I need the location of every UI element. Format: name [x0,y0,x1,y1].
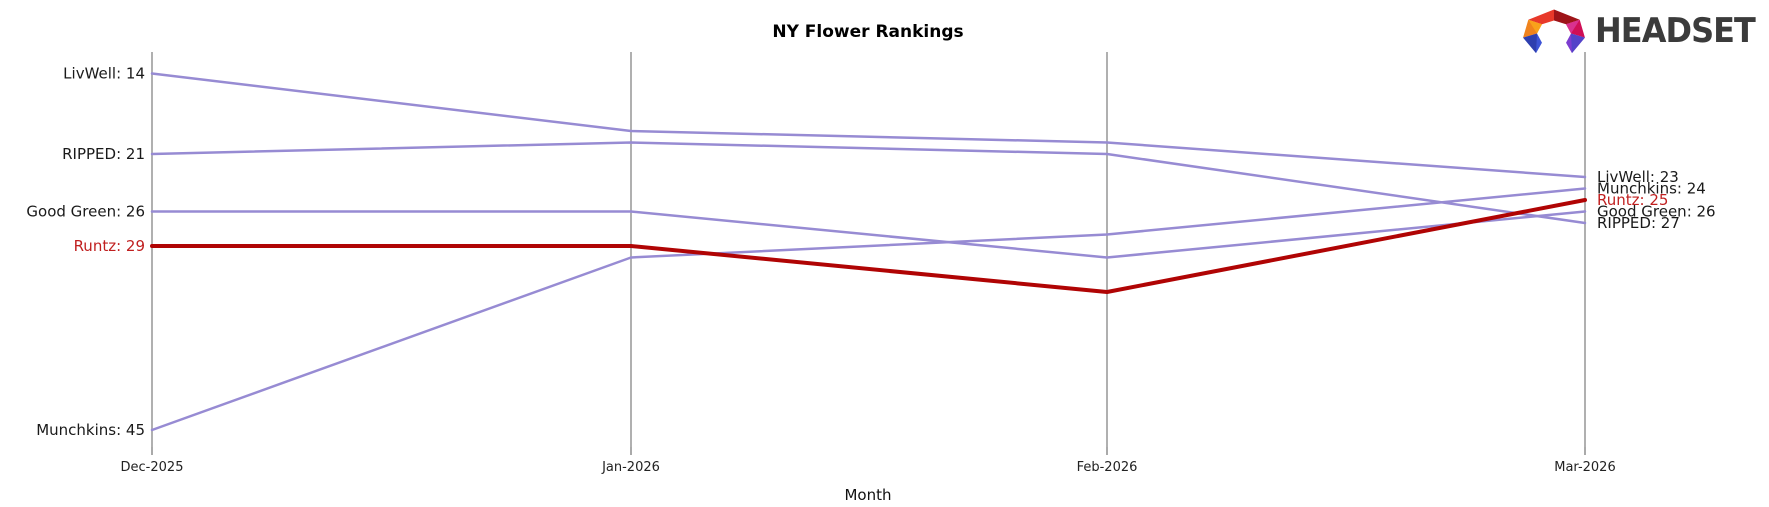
x-tick-label: Mar-2026 [1554,460,1615,475]
series-end-label-good-green: Good Green: 26 [1597,203,1716,221]
series-start-label-livwell: LivWell: 14 [63,65,145,83]
series-line-ripped [150,141,1587,225]
series-end-label-munchkins: Munchkins: 24 [1597,180,1706,198]
series-end-label-livwell: LivWell: 23 [1597,168,1679,186]
series-end-label-runtz: Runtz: 25 [1597,191,1668,209]
series-start-label-good-green: Good Green: 26 [26,203,145,221]
x-axis-title: Month [844,486,892,504]
series-line-livwell [150,72,1587,179]
series-start-label-ripped: RIPPED: 21 [62,145,145,163]
headset-logo: HEADSET [1520,6,1765,56]
x-tick-label: Jan-2026 [601,460,660,475]
chart-title: NY Flower Rankings [772,22,964,42]
x-tick-label: Dec-2025 [121,460,184,475]
series-line-good-green [150,210,1587,259]
series-end-label-ripped: RIPPED: 27 [1597,214,1680,232]
headset-logo-text: HEADSET [1594,11,1756,51]
series-line-munchkins [150,187,1587,432]
series-start-label-runtz: Runtz: 29 [74,237,145,255]
x-tick-label: Feb-2026 [1077,460,1138,475]
headset-logo-icon [1522,9,1585,54]
series-start-label-munchkins: Munchkins: 45 [36,421,145,439]
series-line-runtz [150,198,1587,294]
